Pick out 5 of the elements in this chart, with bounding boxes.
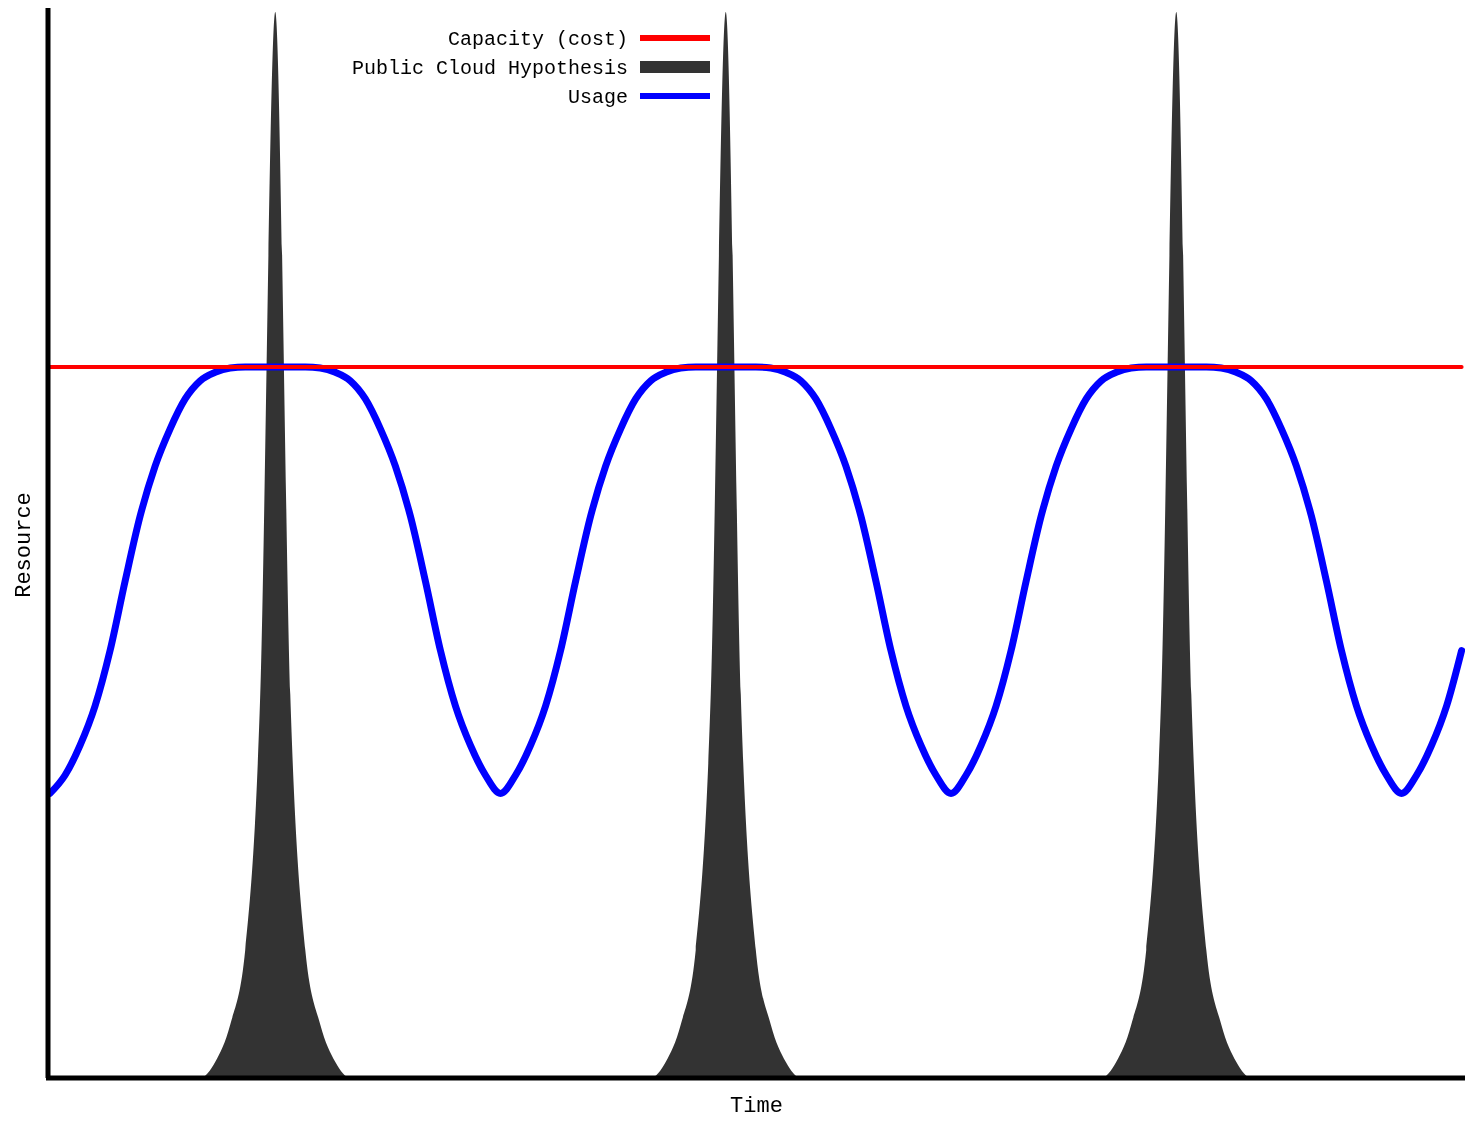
x-axis-title: Time	[730, 1094, 783, 1119]
y-axis-title: Resource	[12, 492, 37, 598]
legend-label: Usage	[567, 86, 628, 109]
legend-label: Public Cloud Hypothesis	[351, 57, 628, 80]
legend-label: Capacity (cost)	[447, 28, 628, 51]
